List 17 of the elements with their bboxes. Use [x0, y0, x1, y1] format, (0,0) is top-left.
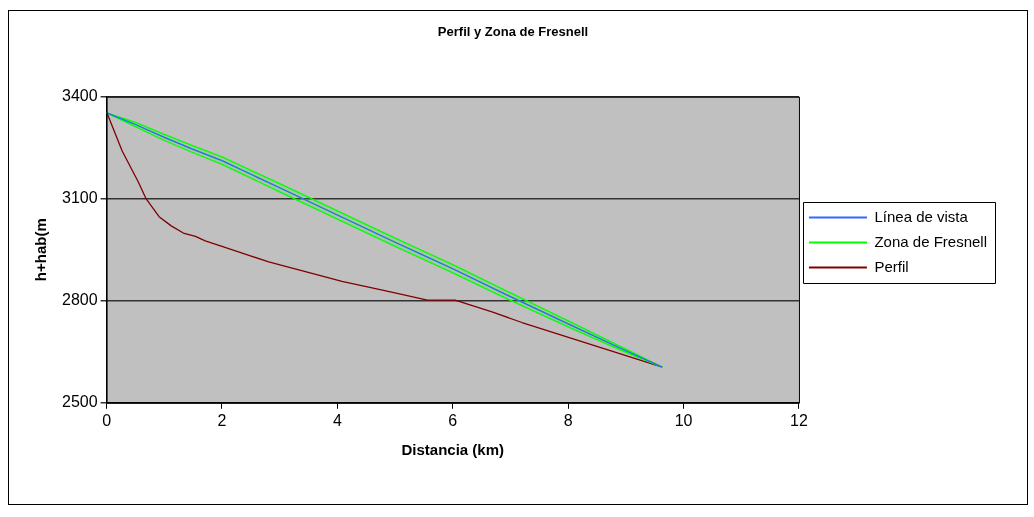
- y-tick-label: 3400: [62, 87, 98, 105]
- x-tick-label: 0: [102, 411, 112, 429]
- legend-label: Zona de Fresnell: [874, 232, 987, 250]
- x-tick-label: 8: [563, 411, 573, 429]
- x-tick-label: 10: [674, 411, 693, 429]
- y-tick-label: 2500: [62, 393, 98, 411]
- x-tick-label: 6: [448, 411, 458, 429]
- x-axis-title: Distancia (km): [401, 441, 505, 459]
- x-tick-label: 4: [332, 411, 342, 429]
- chart-title: Perfil y Zona de Fresnell: [437, 24, 589, 40]
- y-tick-label: 3100: [62, 189, 98, 207]
- legend-label: Línea de vista: [874, 207, 969, 225]
- x-tick-label: 2: [217, 411, 227, 429]
- y-axis-title: h+hab(m: [32, 218, 50, 282]
- legend-label: Perfil: [874, 257, 909, 275]
- y-tick-label: 2800: [62, 291, 98, 309]
- x-tick-label: 12: [790, 411, 808, 429]
